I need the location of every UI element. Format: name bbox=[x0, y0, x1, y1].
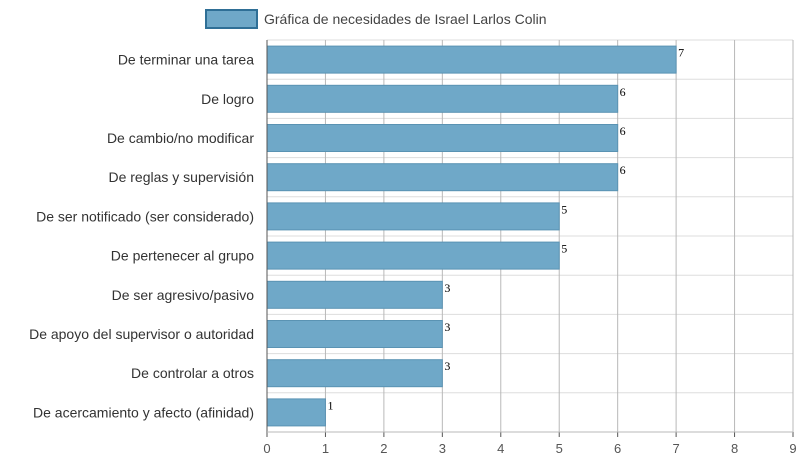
x-tick-label: 0 bbox=[263, 441, 270, 456]
data-label: 3 bbox=[444, 320, 450, 334]
category-label: De ser notificado (ser considerado) bbox=[36, 208, 254, 224]
bar bbox=[266, 398, 326, 427]
x-tick-label: 7 bbox=[672, 441, 679, 456]
x-tick-label: 3 bbox=[439, 441, 446, 456]
bar bbox=[266, 280, 443, 309]
legend-swatch bbox=[205, 9, 258, 29]
bar bbox=[266, 241, 560, 270]
data-label: 7 bbox=[678, 46, 684, 60]
data-label: 5 bbox=[561, 242, 567, 256]
bar bbox=[266, 84, 619, 113]
data-label: 3 bbox=[444, 281, 450, 295]
category-label: De controlar a otros bbox=[131, 365, 254, 381]
data-label: 6 bbox=[620, 85, 626, 99]
category-label: De apoyo del supervisor o autoridad bbox=[29, 326, 254, 342]
data-label: 6 bbox=[620, 124, 626, 138]
x-tick-label: 8 bbox=[731, 441, 738, 456]
data-label: 1 bbox=[327, 398, 333, 412]
bar bbox=[266, 45, 677, 74]
category-label: De logro bbox=[201, 91, 254, 107]
category-label: De pertenecer al grupo bbox=[111, 248, 254, 264]
data-label: 3 bbox=[444, 359, 450, 373]
legend-label: Gráfica de necesidades de Israel Larlos … bbox=[264, 11, 547, 27]
bar bbox=[266, 359, 443, 388]
data-label: 6 bbox=[620, 163, 626, 177]
bar bbox=[266, 124, 619, 152]
category-label: De terminar una tarea bbox=[118, 52, 254, 68]
x-tick-label: 9 bbox=[789, 441, 796, 456]
category-label: De ser agresivo/pasivo bbox=[112, 287, 255, 303]
bar bbox=[266, 202, 560, 231]
data-label: 5 bbox=[561, 202, 567, 216]
bar bbox=[266, 163, 619, 192]
x-tick-label: 1 bbox=[322, 441, 329, 456]
x-tick-label: 5 bbox=[556, 441, 563, 456]
category-label: De acercamiento y afecto (afinidad) bbox=[33, 404, 254, 420]
category-label: De cambio/no modificar bbox=[107, 130, 254, 146]
labels: De terminar una tarea 7 De logro 6 De cambio… bbox=[29, 46, 684, 421]
category-label: De reglas y supervisión bbox=[108, 169, 254, 185]
x-tick-label: 6 bbox=[614, 441, 621, 456]
bars bbox=[266, 45, 677, 427]
x-tick-label: 2 bbox=[380, 441, 387, 456]
x-tick-label: 4 bbox=[497, 441, 504, 456]
bar bbox=[266, 320, 443, 348]
axes: 0 1 2 3 4 5 6 7 8 9 bbox=[263, 40, 797, 456]
legend: Gráfica de necesidades de Israel Larlos … bbox=[205, 9, 547, 29]
